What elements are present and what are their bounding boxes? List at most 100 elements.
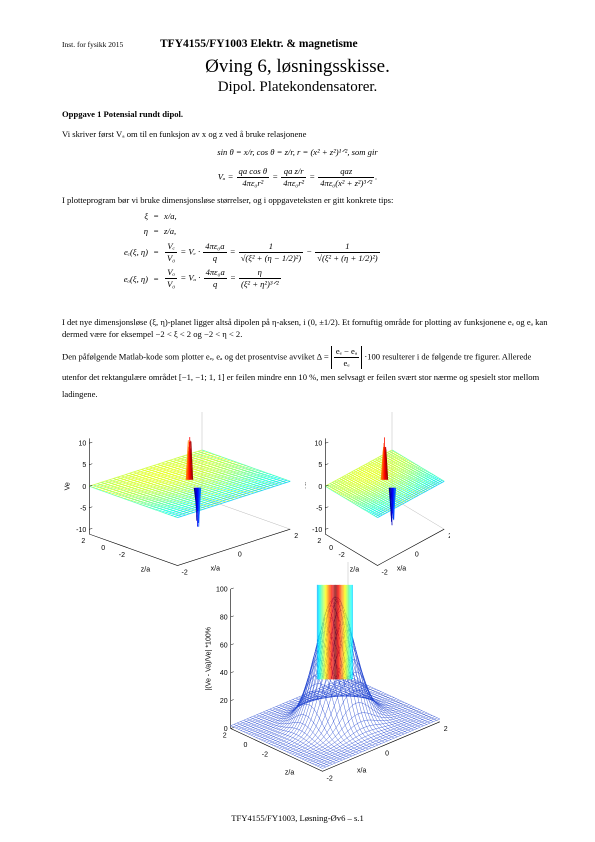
x-tick-label: 0 [415, 551, 419, 558]
x-tick-label: -2 [182, 569, 188, 576]
footer: TFY4155/FY1003, Løsning-Øv6 – s.1 [0, 812, 595, 824]
lhs: η [78, 225, 148, 237]
denominator: V₀ [165, 279, 177, 290]
axis-frame [348, 562, 440, 722]
surface-mesh [237, 723, 329, 766]
text: I det nye dimensjonsløse (ξ, η)-planet l… [62, 317, 548, 339]
z-tick-label: -5 [316, 505, 322, 512]
denominator: (ξ² + η²)³ᐟ² [239, 279, 281, 290]
denominator: eₑ [334, 358, 359, 369]
text: = [270, 172, 280, 182]
text: sin θ = x/r, cos θ = z/r, r = (x² + z²)¹… [217, 147, 377, 157]
y-axis-label: z/a [141, 567, 150, 574]
fraction: qaz 4πε₀(x² + z²)³ᐟ² [318, 166, 374, 189]
section-heading: Oppgave 1 Potensial rundt dipol. [62, 108, 183, 120]
numerator: 4πε₀a [203, 241, 226, 253]
text: = [228, 273, 238, 283]
surface-mesh [260, 713, 352, 756]
text: = [307, 172, 317, 182]
z-axis-label: |(Ve - Va)/Ve| *100% [206, 627, 213, 690]
text: Den påfølgende Matlab-kode som plotter e… [62, 352, 331, 362]
fraction: 1 √(ξ² + (η + 1/2)²) [315, 241, 379, 264]
y-tick-label: 0 [329, 545, 333, 552]
text: . [375, 172, 377, 182]
z-tick-label: 0 [82, 484, 86, 491]
z-axis-label: Va [305, 482, 307, 490]
z-tick-label: -10 [312, 527, 322, 534]
z-tick [325, 507, 328, 508]
z-tick-label: 0 [318, 484, 322, 491]
text: Vₐ = [218, 172, 236, 182]
x-tick-label: 0 [385, 751, 389, 758]
text: = Vₐ · [178, 273, 202, 283]
z-tick [89, 528, 92, 529]
y-tick-label: 2 [223, 733, 227, 740]
z-tick [231, 588, 234, 589]
surface-mesh [238, 680, 355, 730]
numerator: 1 [315, 241, 379, 253]
z-tick [325, 528, 328, 529]
z-tick-label: -5 [80, 505, 86, 512]
y-tick-label: 2 [317, 538, 321, 545]
paragraph: Vi skriver først Vₐ om til en funksjon a… [62, 128, 552, 140]
subtitle: Dipol. Platekondensatorer. [0, 78, 595, 96]
text: − [304, 247, 314, 257]
fraction: Vₑ V₀ [165, 241, 177, 264]
relation: = [148, 225, 164, 237]
numerator: 1 [239, 241, 303, 253]
z-tick-label: 40 [220, 670, 228, 677]
denominator: 4πε₀r² [237, 178, 270, 189]
z-tick [89, 464, 92, 465]
surface-mesh [338, 680, 430, 723]
z-tick-label: 10 [315, 441, 323, 448]
z-tick [89, 442, 92, 443]
relation: = [148, 246, 164, 258]
equation: sin θ = x/r, cos θ = z/r, r = (x² + z²)¹… [0, 146, 595, 158]
fraction: qa cos θ 4πε₀r² [237, 166, 270, 189]
x-axis-label: x/a [357, 767, 366, 774]
x-tick-label: 0 [238, 551, 242, 558]
lhs: eₑ(ξ, η) [78, 246, 148, 258]
y-tick-label: 0 [101, 545, 105, 552]
text: = [228, 247, 238, 257]
y-tick-label: -2 [262, 752, 268, 759]
z-tick [89, 507, 92, 508]
x-tick-label: 2 [448, 533, 450, 540]
x-tick-label: 2 [294, 533, 298, 540]
numerator: Vₑ [165, 241, 177, 253]
z-tick-label: 80 [220, 614, 228, 621]
text: = Vₑ · [178, 247, 202, 257]
denominator: √(ξ² + (η − 1/2)²) [239, 253, 303, 264]
text: I plotteprogram bør vi bruke dimensjonsl… [62, 195, 393, 205]
denominator: 4πε₀r² [281, 178, 306, 189]
numerator: eₑ − eₐ [334, 346, 359, 358]
surface-mesh [312, 714, 429, 764]
definitions: ξ = x/a, η = z/a, eₑ(ξ, η) = Vₑ V₀ = Vₑ · 4πε₀a q … [78, 210, 381, 291]
numerator: qa z/r [281, 166, 306, 178]
denominator: √(ξ² + (η + 1/2)²) [315, 253, 379, 264]
z-tick [231, 728, 234, 729]
z-tick-label: 60 [220, 642, 228, 649]
denominator: q [204, 279, 227, 290]
fraction: 1 √(ξ² + (η − 1/2)²) [239, 241, 303, 264]
surface-mesh [257, 715, 349, 758]
denominator: 4πε₀(x² + z²)³ᐟ² [318, 178, 374, 189]
institute: Inst. for fysikk 2015 [62, 40, 123, 51]
z-tick [231, 672, 234, 673]
z-axis-label: Ve [64, 482, 71, 490]
lhs: eₐ(ξ, η) [78, 273, 148, 285]
text: Vi skriver først Vₐ om til en funksjon a… [62, 129, 306, 139]
fraction: qa z/r 4πε₀r² [281, 166, 306, 189]
numerator: 4πε₀a [204, 267, 227, 279]
z-tick [231, 644, 234, 645]
rhs: x/a, [164, 210, 381, 222]
y-tick-label: 2 [81, 538, 85, 545]
y-tick-label: 0 [243, 742, 247, 749]
fraction: eₑ − eₐ eₑ [334, 346, 359, 369]
surface-mesh [236, 679, 353, 729]
y-axis-label: z/a [285, 770, 294, 777]
figure: 1050-5-10Va20-2z/a-202x/a [305, 412, 450, 577]
z-tick-label: -10 [76, 527, 86, 534]
paragraph: I plotteprogram bør vi bruke dimensjonsl… [62, 194, 552, 206]
numerator: qaz [318, 166, 374, 178]
